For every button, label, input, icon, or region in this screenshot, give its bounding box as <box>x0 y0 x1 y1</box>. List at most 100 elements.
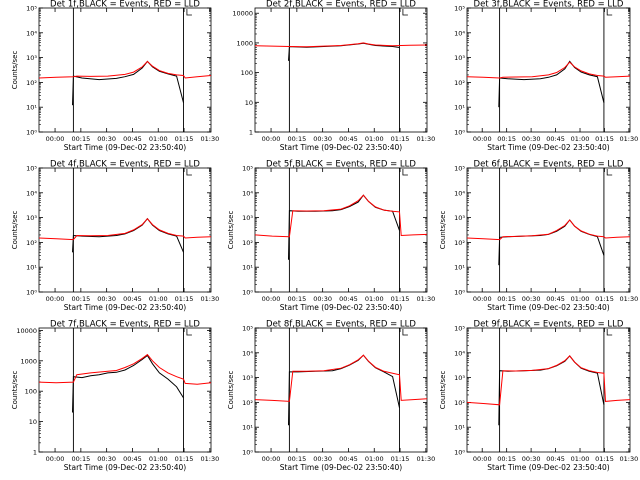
x-tick-label: 00:45 <box>339 455 358 463</box>
panel-title: Det 1f,BLACK = Events, RED = LLD <box>50 0 200 10</box>
x-tick-label: 00:30 <box>97 135 116 143</box>
panel-6: Det 6f,BLACK = Events, RED = LLD 10⁰ 10¹ 10… <box>439 160 638 313</box>
x-tick-label: 01:00 <box>149 455 168 463</box>
panel-title: Det 7f,BLACK = Events, RED = LLD <box>50 320 200 330</box>
y-tick-label: 10¹ <box>454 264 465 272</box>
y-tick-label: 10⁵ <box>242 325 253 333</box>
x-tick-label: 00:15 <box>71 295 90 303</box>
y-tick-label: 10⁵ <box>26 165 37 173</box>
y-tick-label: 10⁵ <box>26 5 37 13</box>
x-tick-label: 01:15 <box>595 135 614 143</box>
x-tick-label: 00:15 <box>497 455 516 463</box>
x-axis-label: Start Time (09-Dec-02 23:50:40) <box>487 143 609 152</box>
y-tick-label: 10⁰ <box>26 129 37 137</box>
x-tick-label: 00:00 <box>46 455 65 463</box>
y-tick-label: 10⁰ <box>454 129 465 137</box>
y-tick-label: 10² <box>242 399 253 407</box>
x-tick-label: 00:15 <box>497 135 516 143</box>
plot-frame <box>254 7 428 133</box>
y-tick-label: 10¹ <box>26 264 37 272</box>
events-series-line <box>498 219 605 266</box>
y-tick-label: 10⁰ <box>454 289 465 297</box>
legend-box <box>402 169 408 176</box>
plot-frame <box>38 167 212 293</box>
y-tick-label: 10⁴ <box>454 189 465 197</box>
y-tick-label: 10¹ <box>242 264 253 272</box>
lld-series-line <box>254 194 428 238</box>
x-tick-label: 00:45 <box>339 295 358 303</box>
x-tick-label: 00:30 <box>97 295 116 303</box>
panel-1: Det 1f,BLACK = Events, RED = LLD 10⁰ 10¹ 10… <box>11 0 219 152</box>
y-tick-label: 10⁰ <box>242 289 253 297</box>
y-tick-label: 100 <box>241 69 253 77</box>
lld-series-line <box>254 354 428 402</box>
panel-2: Det 2f,BLACK = Events, RED = LLD 1 10 100 10… <box>232 0 435 152</box>
x-tick-label: 01:00 <box>365 135 384 143</box>
plot-frame <box>466 167 631 293</box>
lld-series-line <box>38 353 212 385</box>
y-axis-label: Counts/sec <box>439 211 447 250</box>
x-tick-label: 01:15 <box>595 455 614 463</box>
x-axis-label: Start Time (09-Dec-02 23:50:40) <box>487 463 609 472</box>
x-tick-label: 01:00 <box>571 455 590 463</box>
y-tick-label: 10³ <box>242 214 253 222</box>
y-tick-label: 10⁴ <box>454 349 465 357</box>
x-tick-label: 00:45 <box>339 135 358 143</box>
x-tick-label: 01:30 <box>620 135 639 143</box>
y-tick-label: 10⁰ <box>454 449 465 457</box>
x-tick-label: 01:30 <box>620 455 639 463</box>
x-tick-label: 00:45 <box>546 295 565 303</box>
y-axis-label: Counts/sec <box>11 51 19 90</box>
x-tick-label: 00:15 <box>497 295 516 303</box>
x-tick-label: 01:00 <box>365 455 384 463</box>
y-tick-label: 10⁴ <box>26 189 37 197</box>
x-axis-label: Start Time (09-Dec-02 23:50:40) <box>64 303 186 312</box>
events-series-line <box>288 354 400 426</box>
panel-title: Det 5f,BLACK = Events, RED = LLD <box>266 160 416 170</box>
y-axis-label: Counts/sec <box>227 371 235 410</box>
x-tick-label: 00:15 <box>287 135 306 143</box>
x-tick-label: 01:15 <box>175 135 194 143</box>
x-tick-label: 00:30 <box>313 455 332 463</box>
panel-9: Det 9f,BLACK = Events, RED = LLD 10⁰ 10¹ 10… <box>439 320 638 473</box>
x-tick-label: 00:30 <box>313 135 332 143</box>
y-tick-label: 10² <box>26 79 37 87</box>
events-series-line <box>498 60 605 108</box>
y-tick-label: 10 <box>29 418 37 426</box>
lld-series-line <box>466 61 631 79</box>
x-tick-label: 00:45 <box>123 135 142 143</box>
y-tick-label: 10⁵ <box>242 165 253 173</box>
panel-title: Det 6f,BLACK = Events, RED = LLD <box>474 160 624 170</box>
events-series-line <box>72 60 184 106</box>
x-tick-label: 00:15 <box>71 135 90 143</box>
x-tick-label: 00:45 <box>546 455 565 463</box>
y-tick-label: 10³ <box>26 214 37 222</box>
y-tick-label: 10⁴ <box>454 29 465 37</box>
panel-8: Det 8f,BLACK = Events, RED = LLD 10⁰ 10¹ 10… <box>227 320 435 473</box>
x-tick-label: 01:15 <box>391 135 410 143</box>
x-tick-label: 00:00 <box>473 455 492 463</box>
plot-frame <box>38 327 212 453</box>
x-axis-label: Start Time (09-Dec-02 23:50:40) <box>64 463 186 472</box>
y-tick-label: 10000 <box>16 327 37 335</box>
y-tick-label: 10³ <box>242 374 253 382</box>
plot-frame <box>254 167 428 293</box>
panel-4: Det 4f,BLACK = Events, RED = LLD 10⁰ 10¹ 10… <box>11 160 219 313</box>
legend-box <box>186 169 192 176</box>
x-tick-label: 01:30 <box>416 135 435 143</box>
y-tick-label: 1000 <box>236 39 253 47</box>
y-tick-label: 10¹ <box>26 104 37 112</box>
x-tick-label: 01:15 <box>391 295 410 303</box>
y-axis-label: Counts/sec <box>11 371 19 410</box>
y-tick-label: 10² <box>454 239 465 247</box>
lld-series-line <box>466 355 631 406</box>
y-tick-label: 10⁰ <box>26 289 37 297</box>
x-tick-label: 00:15 <box>287 295 306 303</box>
x-tick-label: 00:15 <box>287 455 306 463</box>
lld-series-line <box>466 219 631 241</box>
x-tick-label: 01:00 <box>571 135 590 143</box>
x-tick-label: 01:30 <box>416 455 435 463</box>
y-axis-label: Counts/sec <box>227 211 235 250</box>
lld-series-line <box>38 217 212 241</box>
x-tick-label: 00:30 <box>522 135 541 143</box>
